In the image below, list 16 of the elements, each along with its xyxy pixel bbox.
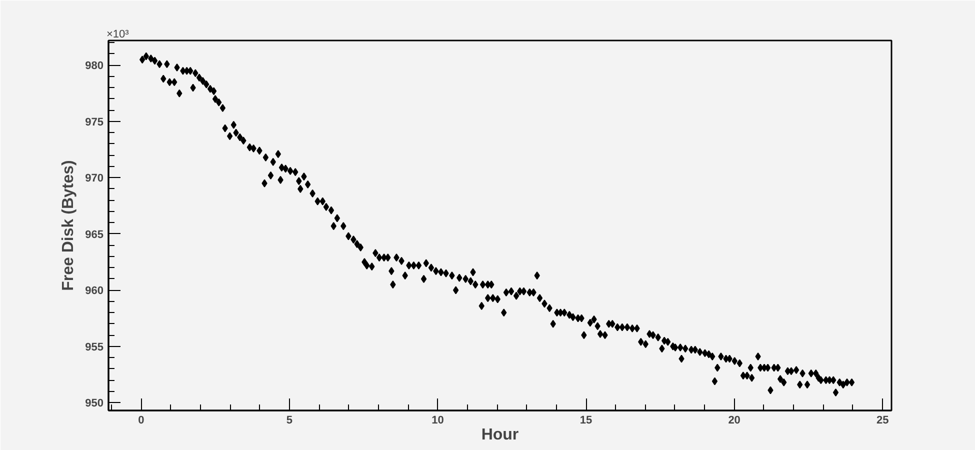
x-tick-label: 10: [432, 414, 444, 426]
x-tick-label: 25: [876, 414, 889, 426]
y-axis-title: Free Disk (Bytes): [60, 160, 78, 291]
x-axis-title: Hour: [481, 426, 519, 444]
y-tick-label: 970: [85, 172, 104, 185]
text: ×10³: [106, 28, 130, 40]
x-tick-label: 15: [580, 414, 592, 426]
y-tick-label: 950: [85, 398, 104, 410]
y-tick-label: 965: [85, 228, 104, 241]
y-tick-label: 960: [85, 285, 104, 298]
x-tick-label: 5: [286, 414, 292, 426]
x-tick-label: 20: [728, 414, 740, 426]
y-tick-label: 975: [85, 116, 104, 128]
y-tick-label: 980: [85, 60, 104, 72]
x-tick-label: 0: [138, 414, 144, 426]
y-tick-label: 955: [85, 341, 104, 354]
